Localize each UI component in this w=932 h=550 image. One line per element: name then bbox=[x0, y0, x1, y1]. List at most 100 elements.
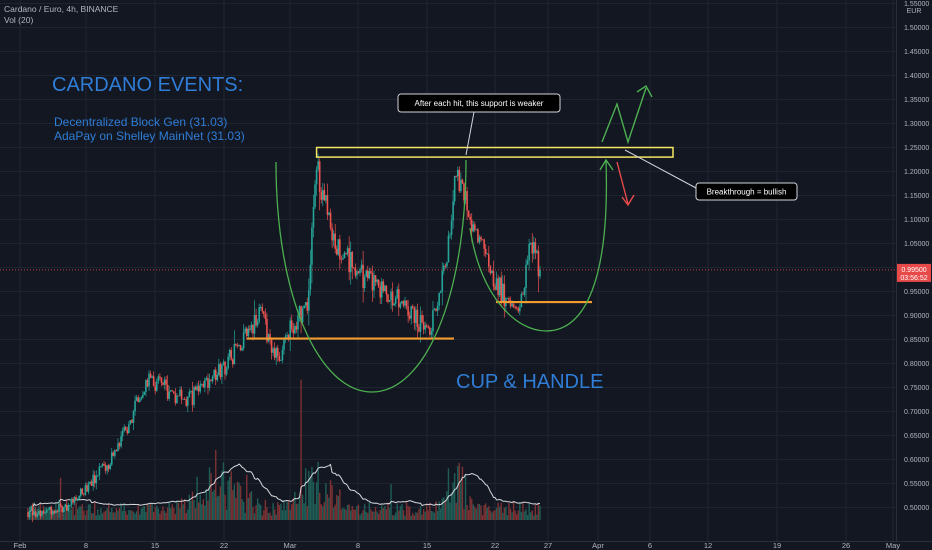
candle bbox=[278, 352, 281, 363]
candle bbox=[270, 338, 273, 360]
candle bbox=[512, 302, 515, 309]
candle bbox=[70, 497, 73, 509]
candle bbox=[332, 230, 335, 247]
candle bbox=[283, 338, 285, 355]
candle bbox=[100, 465, 102, 468]
volume-bar bbox=[418, 509, 420, 520]
volume-bar bbox=[325, 483, 327, 520]
candle bbox=[107, 463, 110, 473]
volume-bar bbox=[103, 511, 105, 520]
candle bbox=[421, 310, 423, 324]
volume-bar bbox=[87, 504, 90, 520]
candle bbox=[418, 324, 420, 333]
candle bbox=[308, 278, 310, 326]
volume-bar bbox=[106, 508, 108, 520]
volume-bar bbox=[424, 511, 426, 520]
candle bbox=[373, 270, 375, 299]
volume-bar bbox=[123, 503, 125, 520]
volume-bar bbox=[438, 501, 440, 520]
volume-bar bbox=[402, 510, 405, 520]
candle bbox=[393, 302, 395, 306]
volume-bar bbox=[159, 513, 161, 520]
candle bbox=[120, 431, 122, 449]
volume-bar bbox=[165, 512, 167, 520]
candle bbox=[64, 503, 67, 508]
volume-bar bbox=[168, 502, 170, 520]
candle bbox=[134, 395, 136, 416]
candle bbox=[326, 183, 329, 220]
volume-bar bbox=[264, 499, 267, 520]
volume-bar bbox=[197, 502, 200, 520]
candle bbox=[526, 255, 529, 265]
rejection-arrow-head bbox=[621, 194, 635, 207]
candle bbox=[323, 183, 326, 201]
candle bbox=[193, 385, 195, 408]
candle bbox=[402, 299, 405, 308]
volume-bar bbox=[109, 511, 111, 520]
candle bbox=[28, 506, 31, 519]
volume-bar bbox=[156, 505, 158, 520]
volume-bar bbox=[512, 502, 515, 520]
candle bbox=[312, 194, 315, 238]
volume-bar bbox=[379, 510, 381, 520]
volume-bar bbox=[525, 509, 527, 520]
volume-bar bbox=[162, 506, 164, 520]
volume-bar bbox=[222, 462, 225, 520]
volume-bar bbox=[256, 498, 259, 520]
symbol-legend[interactable]: Cardano / Euro, 4h, BINANCE bbox=[4, 4, 119, 14]
candle bbox=[87, 481, 90, 495]
volume-bar bbox=[491, 512, 493, 520]
volume-bar bbox=[208, 467, 211, 520]
candle bbox=[180, 386, 183, 404]
candle bbox=[514, 305, 516, 310]
volume-bar bbox=[486, 507, 488, 520]
candle bbox=[34, 506, 37, 519]
candle bbox=[197, 380, 200, 396]
volume-bar bbox=[348, 504, 350, 520]
candle bbox=[357, 271, 360, 275]
volume-bar bbox=[92, 513, 94, 520]
candle bbox=[411, 304, 414, 310]
candle bbox=[385, 285, 388, 302]
candle bbox=[256, 318, 259, 328]
candle bbox=[98, 462, 101, 481]
volume-bar bbox=[351, 505, 353, 520]
candle bbox=[160, 377, 163, 387]
volume-bar bbox=[76, 508, 79, 520]
candle bbox=[536, 249, 538, 254]
volume-legend[interactable]: Vol (20) bbox=[4, 15, 34, 25]
volume-bar bbox=[179, 508, 181, 520]
volume-bar bbox=[49, 507, 51, 520]
candle bbox=[371, 265, 374, 302]
candle bbox=[132, 409, 135, 430]
candle bbox=[483, 238, 485, 257]
candle bbox=[304, 302, 307, 309]
volume-bar bbox=[184, 499, 186, 520]
volume-bar bbox=[315, 482, 318, 520]
candle bbox=[56, 509, 59, 513]
volume-bar bbox=[533, 515, 535, 520]
time-axis[interactable]: Feb 8 15 22 Mar 8 15 22 27 Apr 6 12 19 26 May bbox=[0, 541, 932, 550]
candle bbox=[532, 236, 535, 260]
candle bbox=[419, 306, 422, 343]
candle bbox=[222, 359, 225, 366]
candle bbox=[124, 426, 127, 431]
volume-bar bbox=[365, 511, 367, 520]
volume-bar bbox=[152, 512, 155, 520]
candle bbox=[255, 308, 257, 328]
candle bbox=[179, 386, 181, 397]
volume-bar bbox=[477, 503, 479, 520]
candle bbox=[221, 363, 223, 384]
candle bbox=[227, 353, 229, 370]
candle bbox=[44, 512, 46, 515]
candle bbox=[425, 323, 428, 328]
volume-bar bbox=[166, 507, 169, 520]
price-tick-label: 0.95000 bbox=[904, 289, 929, 296]
volume-bar bbox=[336, 495, 338, 520]
annotations: CARDANO EVENTS: Decentralized Block Gen (… bbox=[52, 74, 798, 393]
volume-bar bbox=[323, 502, 326, 520]
candle bbox=[233, 330, 236, 365]
volume-bar bbox=[163, 510, 166, 520]
